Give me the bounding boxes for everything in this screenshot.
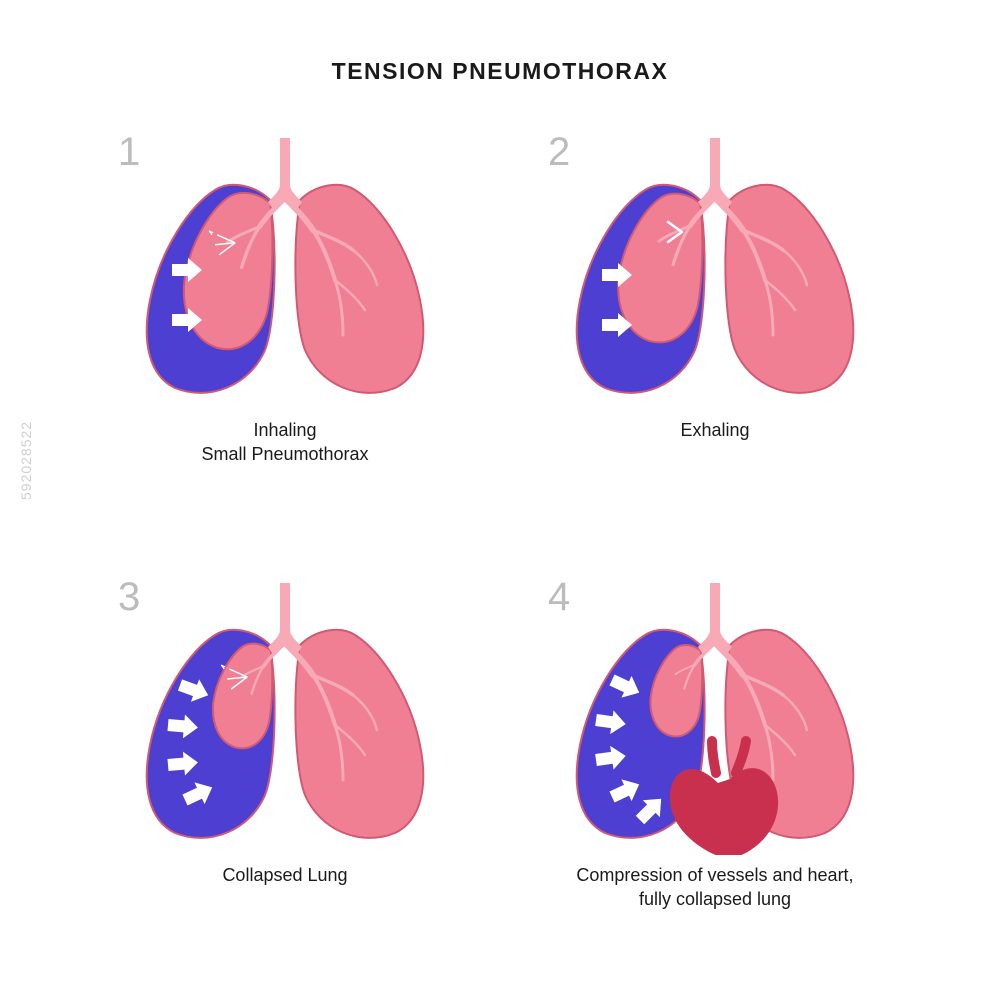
panel-1: 1 Inhaling Small Pneumothorax bbox=[100, 130, 470, 485]
panel-number: 1 bbox=[118, 130, 140, 175]
panel-3: 3 Collapsed Lung bbox=[100, 575, 470, 930]
panel-caption: Compression of vessels and heart, fully … bbox=[576, 863, 853, 912]
panel-4: 4 Compression of vessels and heart, full… bbox=[530, 575, 900, 930]
panel-caption: Exhaling bbox=[680, 418, 749, 442]
panel-number: 3 bbox=[118, 575, 140, 620]
panel-number: 2 bbox=[548, 130, 570, 175]
lungs-diagram-4 bbox=[550, 575, 880, 855]
lungs-diagram-1 bbox=[120, 130, 450, 410]
panel-caption: Inhaling Small Pneumothorax bbox=[201, 418, 368, 467]
lungs-diagram-3 bbox=[120, 575, 450, 855]
lungs-diagram-2 bbox=[550, 130, 880, 410]
watermark: 592028522 bbox=[18, 421, 34, 500]
panel-caption: Collapsed Lung bbox=[222, 863, 347, 887]
page-title: TENSION PNEUMOTHORAX bbox=[0, 58, 1000, 85]
diagram-grid: 1 Inhaling Small Pneumothorax 2 bbox=[100, 130, 900, 930]
panel-number: 4 bbox=[548, 575, 570, 620]
panel-2: 2 Exhaling bbox=[530, 130, 900, 485]
